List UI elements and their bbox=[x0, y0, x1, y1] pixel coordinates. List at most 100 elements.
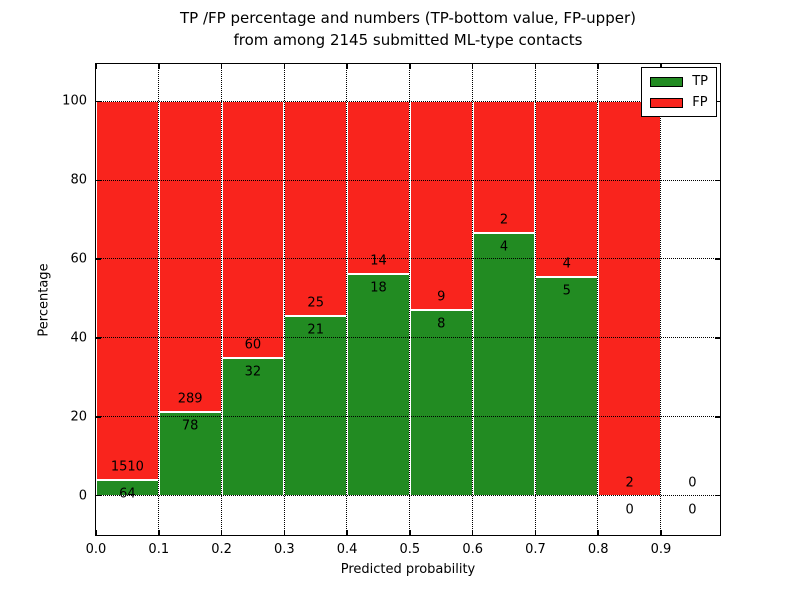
y-tick-label: 0 bbox=[78, 488, 87, 504]
x-gridline bbox=[534, 64, 536, 535]
y-gridline bbox=[96, 337, 720, 339]
x-tick-label: 0.0 bbox=[85, 542, 107, 557]
y-tick-mark bbox=[96, 179, 101, 182]
y-tick-mark bbox=[715, 258, 720, 260]
x-tick-label: 0.9 bbox=[650, 542, 672, 557]
y-tick-label: 100 bbox=[62, 93, 87, 109]
y-tick-label: 80 bbox=[70, 172, 87, 188]
fp-bar-segment bbox=[158, 101, 222, 412]
fp-count-label: 14 bbox=[370, 253, 387, 269]
fp-count-label: 2 bbox=[499, 212, 509, 228]
x-tick-mark bbox=[158, 530, 160, 535]
tp-count-label: 8 bbox=[437, 316, 446, 332]
tp-count-label: 21 bbox=[307, 322, 324, 338]
fp-count-label: 0 bbox=[688, 475, 697, 491]
y-tick-label: 60 bbox=[70, 251, 87, 267]
x-tick-label: 0.6 bbox=[462, 542, 483, 557]
y-tick-mark bbox=[715, 494, 720, 497]
x-gridline bbox=[660, 64, 662, 535]
fp-count-label: 289 bbox=[177, 391, 203, 407]
x-tick-mark bbox=[471, 530, 474, 535]
x-gridline bbox=[158, 64, 160, 535]
tp-count-label: 0 bbox=[625, 502, 634, 518]
fp-bar-segment bbox=[284, 101, 348, 316]
x-tick-mark bbox=[534, 64, 537, 69]
x-tick-mark bbox=[409, 64, 411, 69]
fp-bar-segment bbox=[347, 101, 410, 274]
x-tick-label: 0.5 bbox=[399, 542, 421, 557]
y-gridline bbox=[96, 494, 720, 496]
y-gridline bbox=[96, 100, 720, 102]
fp-count-label: 9 bbox=[437, 289, 446, 305]
y-tick-mark bbox=[715, 416, 720, 418]
x-gridline bbox=[409, 64, 411, 535]
y-tick-mark bbox=[96, 100, 101, 103]
fp-bar-segment bbox=[598, 101, 661, 496]
x-tick-mark bbox=[220, 64, 223, 69]
x-tick-mark bbox=[283, 530, 286, 535]
chart-title-line2: from among 2145 submitted ML-type contac… bbox=[233, 30, 583, 49]
x-gridline bbox=[597, 64, 599, 535]
x-tick-mark bbox=[158, 64, 160, 69]
tp-count-label: 78 bbox=[181, 418, 199, 434]
x-tick-mark bbox=[346, 530, 348, 535]
y-tick-label: 40 bbox=[70, 330, 87, 346]
y-tick-mark bbox=[96, 494, 101, 497]
x-tick-mark bbox=[597, 530, 599, 535]
fp-bar-segment bbox=[472, 101, 536, 233]
fp-count-label: 2 bbox=[625, 475, 634, 491]
x-tick-label: 0.8 bbox=[587, 542, 609, 557]
tp-legend-swatch bbox=[650, 76, 684, 87]
legend-label-tp: TP bbox=[692, 74, 708, 89]
x-tick-mark bbox=[95, 530, 97, 535]
legend-label-fp: FP bbox=[692, 95, 708, 110]
tp-count-label: 18 bbox=[370, 280, 387, 296]
fp-count-label: 60 bbox=[244, 337, 262, 353]
tp-count-label: 64 bbox=[119, 486, 136, 502]
fp-bar-segment bbox=[535, 101, 599, 277]
tp-bar-segment bbox=[347, 273, 410, 496]
y-tick-mark bbox=[96, 416, 101, 418]
fp-bar-segment bbox=[221, 101, 285, 359]
tp-count-label: 32 bbox=[244, 364, 262, 380]
tp-count-label: 0 bbox=[688, 502, 697, 518]
legend-item-tp: TP bbox=[650, 74, 708, 89]
tp-bar-segment bbox=[284, 315, 348, 496]
x-tick-mark bbox=[660, 530, 662, 535]
x-tick-label: 0.3 bbox=[273, 542, 295, 557]
x-tick-mark bbox=[346, 64, 348, 69]
x-gridline bbox=[283, 64, 285, 535]
y-gridline bbox=[96, 416, 720, 417]
fp-count-label: 25 bbox=[307, 295, 324, 311]
legend: TP FP bbox=[641, 67, 717, 117]
tp-count-label: 4 bbox=[499, 239, 509, 255]
x-tick-mark bbox=[534, 530, 537, 535]
legend-item-fp: FP bbox=[650, 95, 708, 110]
y-gridline bbox=[96, 258, 720, 260]
fp-bar-segment bbox=[409, 101, 473, 311]
fp-legend-swatch bbox=[650, 97, 684, 108]
x-gridline bbox=[346, 64, 348, 535]
tp-bar-segment bbox=[535, 276, 599, 496]
chart-title-line1: TP /FP percentage and numbers (TP-bottom… bbox=[180, 9, 636, 27]
x-tick-label: 0.7 bbox=[525, 542, 546, 557]
x-tick-mark bbox=[660, 64, 662, 69]
y-tick-mark bbox=[715, 100, 720, 103]
y-axis-label: Percentage bbox=[36, 263, 52, 337]
fp-count-label: 4 bbox=[562, 256, 571, 272]
y-tick-mark bbox=[96, 258, 101, 260]
x-tick-label: 0.1 bbox=[148, 542, 170, 557]
x-tick-mark bbox=[471, 64, 474, 69]
y-tick-label: 20 bbox=[70, 409, 87, 425]
y-tick-mark bbox=[715, 337, 720, 339]
x-tick-mark bbox=[220, 530, 223, 535]
tp-bar-segment bbox=[472, 232, 536, 496]
fp-bar-segment bbox=[96, 101, 159, 480]
fp-count-label: 1510 bbox=[110, 459, 144, 475]
plot-area: TP FP 0.0 0.1 0.2 0.3 0.4 0.5 0.6 0.7 0.8 0.9 0 20 4… bbox=[62, 63, 721, 557]
chart-title: TP /FP percentage and numbers (TP-bottom… bbox=[95, 8, 721, 52]
x-gridline bbox=[471, 64, 473, 535]
x-gridline bbox=[95, 64, 97, 535]
x-tick-label: 0.2 bbox=[211, 542, 232, 557]
